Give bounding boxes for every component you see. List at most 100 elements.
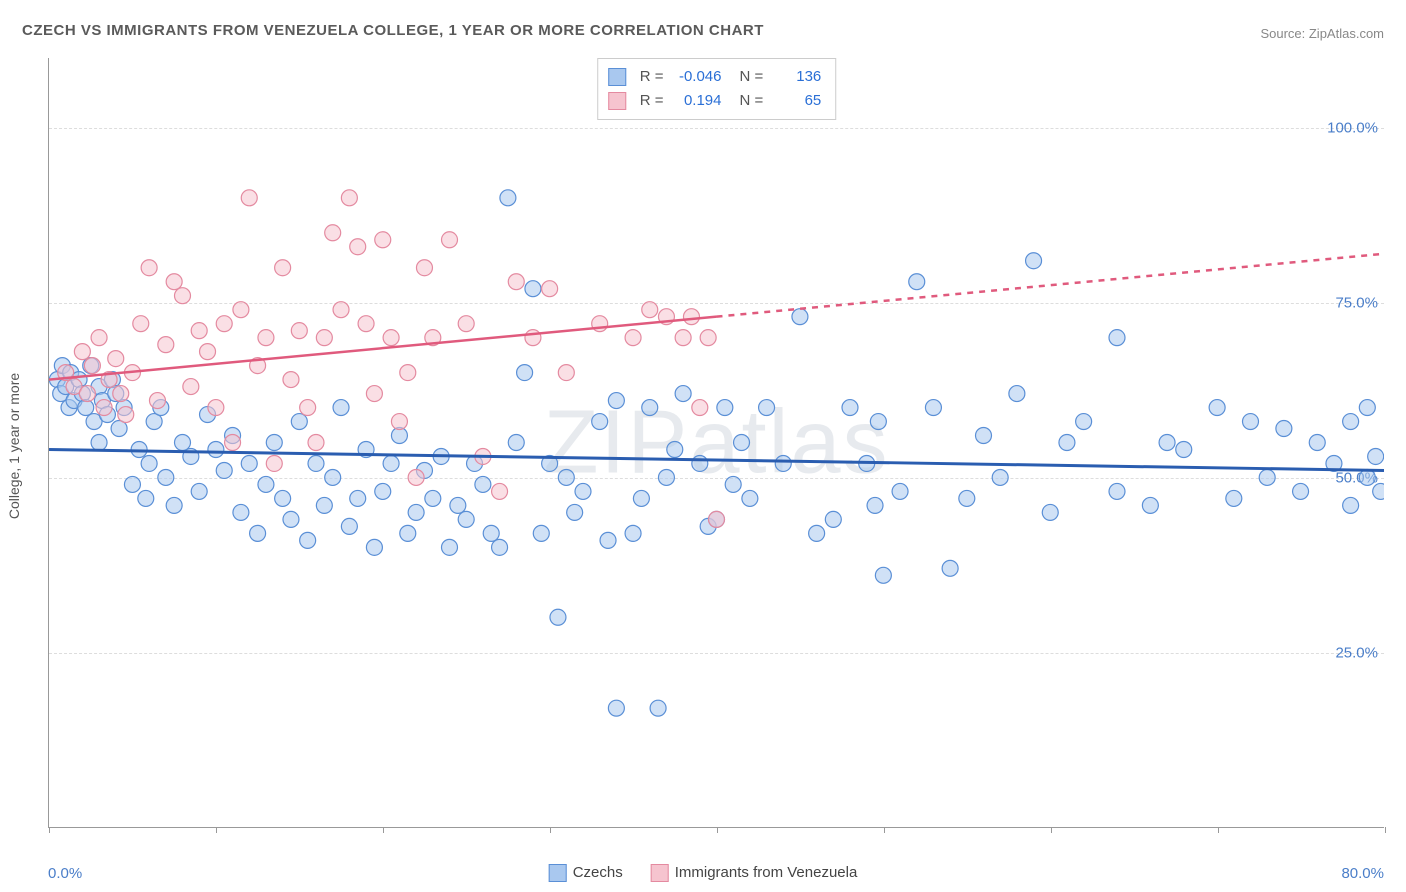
data-point	[333, 400, 349, 416]
data-point	[291, 323, 307, 339]
x-axis-max-label: 80.0%	[1341, 865, 1384, 882]
legend-item: Czechs	[549, 864, 623, 882]
data-point	[408, 504, 424, 520]
data-point	[692, 400, 708, 416]
data-point	[391, 414, 407, 430]
data-point	[84, 358, 100, 374]
data-point	[250, 525, 266, 541]
data-point	[533, 525, 549, 541]
data-point	[658, 469, 674, 485]
data-point	[79, 386, 95, 402]
y-axis-title: College, 1 year or more	[6, 373, 22, 519]
data-point	[283, 372, 299, 388]
data-point	[366, 539, 382, 555]
data-point	[792, 309, 808, 325]
data-point	[633, 490, 649, 506]
n-value: 136	[771, 65, 821, 89]
data-point	[333, 302, 349, 318]
data-point	[138, 490, 154, 506]
data-point	[592, 414, 608, 430]
data-point	[959, 490, 975, 506]
data-point	[1109, 483, 1125, 499]
data-point	[525, 330, 541, 346]
data-point	[1176, 442, 1192, 458]
data-point	[325, 469, 341, 485]
data-point	[1259, 469, 1275, 485]
data-point	[734, 435, 750, 451]
data-point	[258, 476, 274, 492]
data-point	[141, 260, 157, 276]
data-point	[508, 435, 524, 451]
legend-swatch	[608, 68, 626, 86]
data-point	[675, 386, 691, 402]
data-point	[1076, 414, 1092, 430]
data-point	[191, 483, 207, 499]
data-point	[341, 518, 357, 534]
legend-stat-row: R =-0.046N =136	[608, 65, 822, 89]
data-point	[1026, 253, 1042, 269]
data-point	[825, 511, 841, 527]
data-point	[442, 539, 458, 555]
r-value: -0.046	[672, 65, 722, 89]
data-point	[992, 469, 1008, 485]
data-point	[175, 435, 191, 451]
data-point	[225, 435, 241, 451]
data-point	[642, 302, 658, 318]
data-point	[1309, 435, 1325, 451]
data-point	[1109, 330, 1125, 346]
data-point	[517, 365, 533, 381]
data-point	[442, 232, 458, 248]
data-point	[383, 330, 399, 346]
data-point	[1343, 414, 1359, 430]
x-tick	[1218, 827, 1219, 833]
data-point	[550, 609, 566, 625]
data-point	[325, 225, 341, 241]
data-point	[216, 316, 232, 332]
data-point	[1042, 504, 1058, 520]
data-point	[266, 435, 282, 451]
data-point	[1059, 435, 1075, 451]
data-point	[642, 400, 658, 416]
data-point	[608, 393, 624, 409]
data-point	[158, 469, 174, 485]
source-label: Source: ZipAtlas.com	[1260, 26, 1384, 41]
data-point	[500, 190, 516, 206]
data-point	[667, 442, 683, 458]
data-point	[892, 483, 908, 499]
data-point	[158, 337, 174, 353]
data-point	[558, 469, 574, 485]
chart-title: CZECH VS IMMIGRANTS FROM VENEZUELA COLLE…	[22, 22, 764, 39]
r-value: 0.194	[672, 89, 722, 113]
data-point	[408, 469, 424, 485]
legend-bottom: Czechs Immigrants from Venezuela	[549, 864, 858, 882]
data-point	[183, 379, 199, 395]
data-point	[258, 330, 274, 346]
data-point	[118, 407, 134, 423]
n-label: N =	[740, 89, 764, 113]
x-tick	[717, 827, 718, 833]
data-point	[300, 532, 316, 548]
data-point	[416, 260, 432, 276]
data-point	[241, 190, 257, 206]
data-point	[942, 560, 958, 576]
data-point	[909, 274, 925, 290]
x-tick	[383, 827, 384, 833]
data-point	[216, 462, 232, 478]
data-point	[1009, 386, 1025, 402]
data-point	[241, 455, 257, 471]
data-point	[870, 414, 886, 430]
data-point	[400, 525, 416, 541]
data-point	[383, 455, 399, 471]
data-point	[133, 316, 149, 332]
data-point	[308, 435, 324, 451]
legend-item: Immigrants from Venezuela	[651, 864, 858, 882]
data-point	[96, 400, 112, 416]
data-point	[842, 400, 858, 416]
legend-label: Immigrants from Venezuela	[675, 864, 858, 881]
x-tick	[1385, 827, 1386, 833]
data-point	[341, 190, 357, 206]
data-point	[725, 476, 741, 492]
data-point	[867, 497, 883, 513]
plot-area: ZIPatlas R =-0.046N =136R =0.194N =65 25…	[48, 58, 1384, 828]
data-point	[1243, 414, 1259, 430]
